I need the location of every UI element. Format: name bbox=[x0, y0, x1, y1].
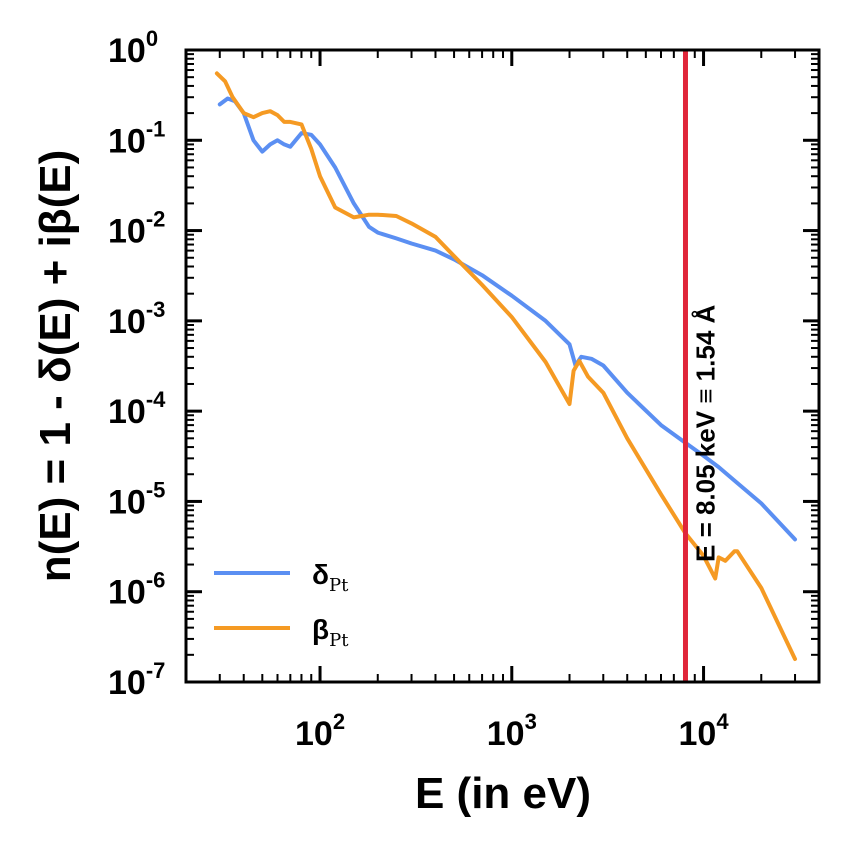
legend-symbol-delta: δ bbox=[312, 559, 329, 590]
y-tick-exp: -1 bbox=[146, 116, 166, 141]
y-tick-base: 10 bbox=[108, 122, 146, 160]
x-tick-base: 10 bbox=[295, 715, 333, 753]
y-tick-base: 10 bbox=[108, 32, 146, 70]
y-tick-exp: -7 bbox=[146, 658, 166, 683]
legend-symbol-beta: β bbox=[312, 614, 329, 645]
x-tick-label: 104 bbox=[679, 709, 730, 753]
marker-annotation: E = 8.05 keV ≡ 1.54 Å bbox=[690, 304, 720, 562]
y-tick-exp: -3 bbox=[146, 297, 166, 322]
x-axis-title: E (in eV) bbox=[415, 769, 591, 818]
x-tick-base: 10 bbox=[679, 715, 717, 753]
x-tick-exp: 4 bbox=[716, 709, 729, 734]
legend-sub-delta: Pt bbox=[329, 575, 349, 596]
y-tick-exp: 0 bbox=[146, 26, 158, 51]
y-tick-base: 10 bbox=[108, 483, 146, 521]
y-tick-label: 10-6 bbox=[108, 568, 165, 612]
y-tick-base: 10 bbox=[108, 664, 146, 702]
y-tick-base: 10 bbox=[108, 303, 146, 341]
vline-layer: E = 8.05 keV ≡ 1.54 Å bbox=[682, 50, 720, 682]
major-ticks bbox=[186, 48, 819, 684]
y-tick-label: 10-7 bbox=[108, 658, 165, 702]
x-tick-label: 102 bbox=[295, 709, 345, 753]
y-tick-label: 10-3 bbox=[108, 297, 165, 341]
y-tick-base: 10 bbox=[108, 393, 146, 431]
legend-label-beta: βPt bbox=[312, 614, 349, 651]
y-tick-label: 10-4 bbox=[108, 387, 166, 431]
y-tick-base: 10 bbox=[108, 574, 146, 612]
x-tick-exp: 2 bbox=[333, 709, 345, 734]
legend-label-delta: δPt bbox=[312, 559, 349, 596]
series-layer bbox=[214, 71, 797, 661]
y-tick-label: 10-1 bbox=[108, 116, 165, 160]
legend: δPt βPt bbox=[214, 559, 349, 651]
y-tick-exp: -4 bbox=[146, 387, 166, 412]
x-tick-label: 103 bbox=[487, 709, 537, 753]
x-tick-base: 10 bbox=[487, 715, 525, 753]
y-tick-exp: -2 bbox=[146, 207, 166, 232]
minor-ticks bbox=[186, 50, 819, 682]
y-axis-title: n(E) = 1 - δ(E) + iβ(E) bbox=[31, 150, 80, 582]
series-line-beta bbox=[214, 71, 797, 661]
x-tick-labels: 102 103 104 bbox=[295, 709, 729, 753]
y-tick-exp: -6 bbox=[146, 568, 166, 593]
y-tick-label: 100 bbox=[108, 26, 158, 70]
y-tick-exp: -5 bbox=[146, 477, 166, 502]
legend-sub-beta: Pt bbox=[329, 630, 349, 651]
y-tick-label: 10-2 bbox=[108, 207, 165, 251]
series-line-delta bbox=[217, 96, 797, 542]
y-tick-label: 10-5 bbox=[108, 477, 165, 521]
x-tick-exp: 3 bbox=[525, 709, 537, 734]
plot-frame bbox=[184, 48, 821, 684]
y-tick-base: 10 bbox=[108, 213, 146, 251]
